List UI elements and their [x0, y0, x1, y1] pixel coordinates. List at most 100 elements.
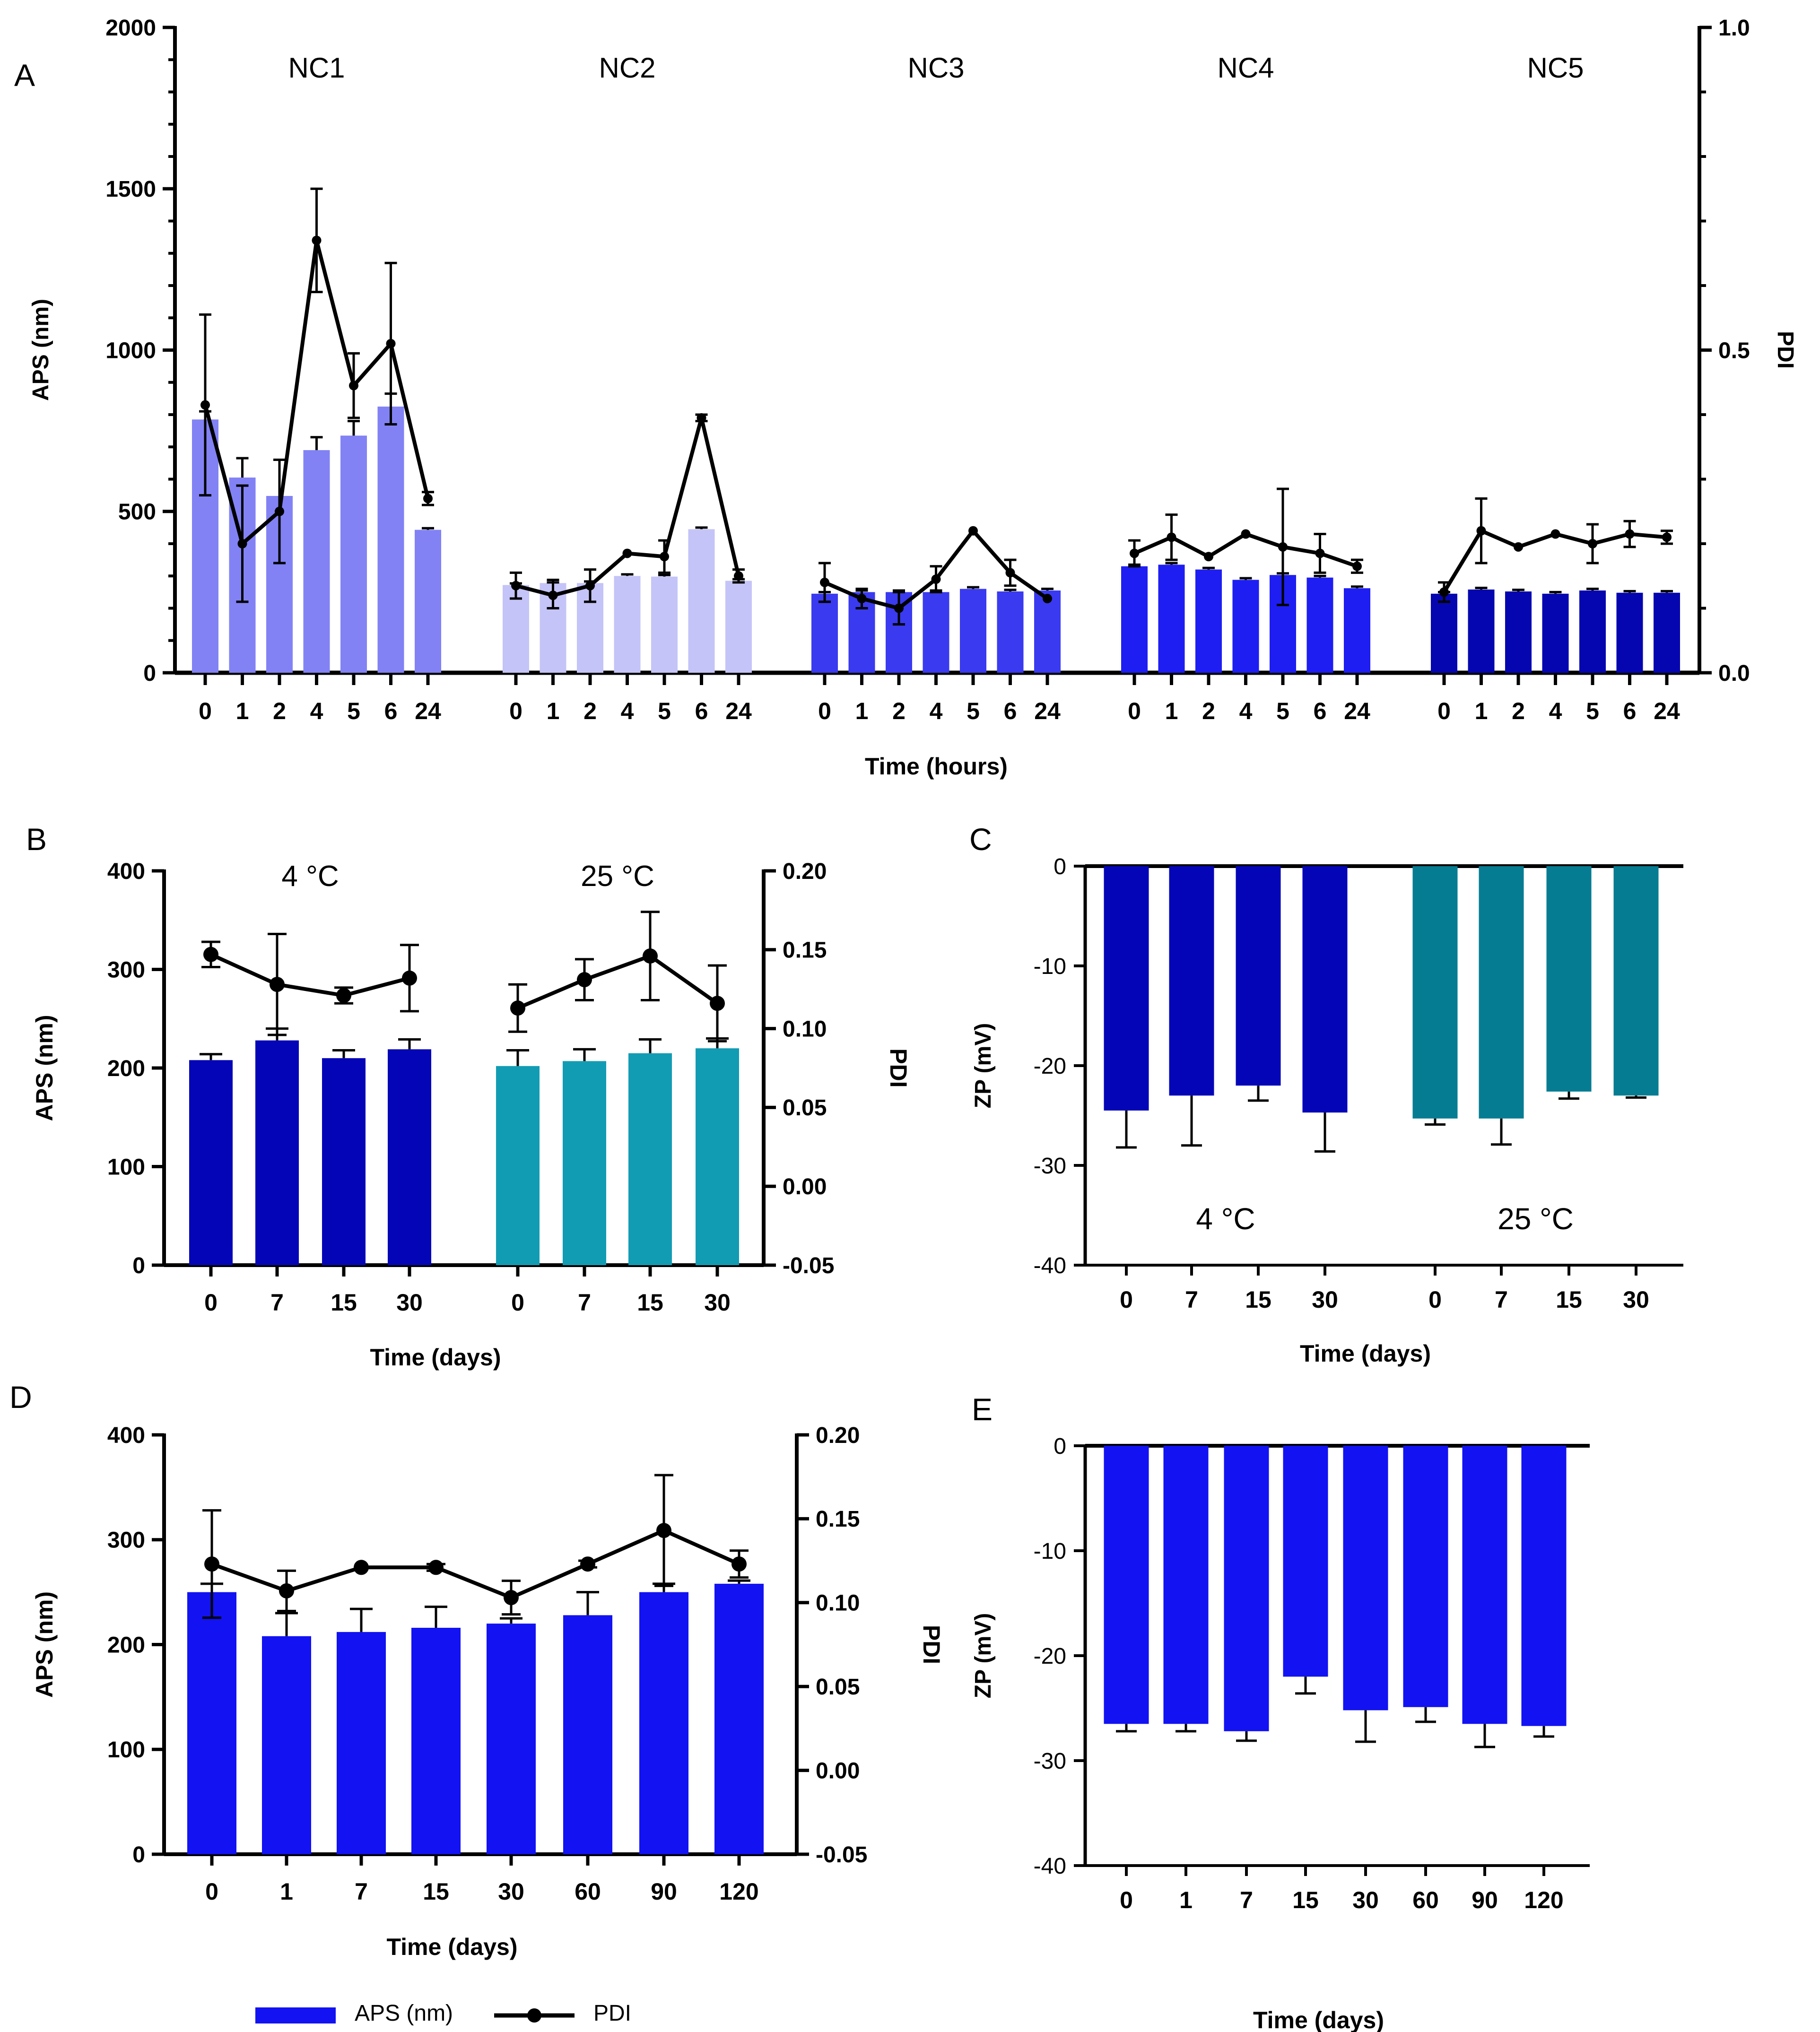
bar	[1236, 866, 1281, 1086]
bar	[487, 1624, 536, 1854]
x-tick-label: 5	[1586, 698, 1599, 724]
y-tick-label: 1500	[105, 177, 156, 202]
bar	[415, 530, 441, 673]
x-axis-label: Time (days)	[387, 1934, 518, 1960]
y-tick-label: -10	[1034, 954, 1066, 979]
bar	[1104, 866, 1149, 1111]
pdi-point	[1167, 532, 1176, 542]
group-label-nc4: NC4	[1217, 52, 1274, 84]
panel-label-a: A	[14, 58, 35, 93]
x-tick-label: 15	[1292, 1887, 1319, 1913]
x-tick-label: 2	[1202, 698, 1215, 724]
y2-axis-label: PDI	[1773, 331, 1798, 369]
legend-pdi-marker	[527, 2008, 541, 2023]
y-axis-label: APS (nm)	[31, 1015, 58, 1121]
x-tick-label: 0	[199, 698, 212, 724]
x-tick-label: 30	[1623, 1286, 1649, 1313]
pdi-point	[548, 590, 558, 600]
y2-tick-label: 0.05	[783, 1095, 827, 1120]
x-tick-label: 30	[396, 1289, 423, 1316]
group-label: 25 °C	[581, 860, 654, 893]
y-tick-label: 0	[132, 1253, 145, 1278]
x-tick-label: 1	[236, 698, 249, 724]
y2-tick-label: 0.15	[816, 1507, 860, 1532]
x-tick-label: 5	[1276, 698, 1289, 724]
bar	[322, 1058, 366, 1265]
pdi-point	[354, 1560, 369, 1575]
y2-tick-label: 0.5	[1718, 338, 1750, 363]
bar	[1104, 1446, 1149, 1724]
y-tick-label: -40	[1034, 1854, 1066, 1879]
y2-tick-label: -0.05	[816, 1842, 867, 1867]
pdi-point	[270, 977, 285, 992]
x-tick-label: 2	[1512, 698, 1525, 724]
y2-axis-label: PDI	[885, 1048, 912, 1087]
bar	[1479, 866, 1524, 1119]
bar	[1546, 866, 1592, 1092]
bar	[1505, 591, 1532, 673]
y-tick-label: -40	[1034, 1253, 1066, 1278]
x-tick-label: 24	[1034, 698, 1061, 724]
legend-pdi-label: PDI	[593, 2001, 631, 2026]
y-tick-label: 200	[107, 1056, 145, 1081]
bar	[696, 1048, 739, 1265]
bar	[923, 592, 949, 673]
x-axis-label: Time (days)	[370, 1344, 501, 1371]
group-label: 4 °C	[281, 860, 339, 893]
x-tick-label: 15	[637, 1289, 663, 1316]
legend: APS (nm) PDI	[255, 2001, 631, 2026]
bar	[563, 1061, 606, 1265]
bar	[187, 1592, 236, 1854]
y-tick-label: 100	[107, 1155, 145, 1180]
bar	[1412, 866, 1458, 1119]
group-label: 4 °C	[1196, 1202, 1255, 1236]
bar	[1302, 866, 1348, 1113]
bar	[262, 1636, 311, 1854]
bar	[1158, 564, 1185, 673]
x-tick-label: 120	[719, 1878, 758, 1905]
x-tick-label: 0	[1437, 698, 1451, 724]
y-tick-label: 0	[1054, 854, 1066, 879]
y-tick-label: 300	[107, 1528, 145, 1553]
y-tick-label: 500	[118, 500, 156, 525]
y-tick-label: -20	[1034, 1054, 1066, 1079]
pdi-point	[336, 988, 351, 1003]
y-tick-label: -30	[1034, 1749, 1066, 1774]
bar	[1195, 569, 1222, 673]
pdi-point	[697, 413, 706, 423]
pdi-point	[1005, 568, 1015, 578]
y2-tick-label: 0.00	[783, 1174, 827, 1199]
bar	[1403, 1446, 1448, 1707]
x-tick-label: 30	[1352, 1887, 1379, 1913]
x-tick-label: 60	[1412, 1887, 1439, 1913]
pdi-point	[1625, 529, 1635, 539]
panel-c: C 0 -10 -20 -30 -40 ZP (mV) Time (days) 4 °C 0 7 15…	[969, 822, 1683, 1367]
x-tick-label: 30	[1312, 1286, 1338, 1313]
x-tick-label: 4	[930, 698, 943, 724]
pdi-point	[510, 1000, 525, 1016]
y-axis-label: APS (nm)	[28, 299, 53, 401]
bar	[496, 1066, 540, 1265]
bar	[411, 1628, 461, 1854]
y-tick-label: -10	[1034, 1539, 1066, 1564]
panel-d: D0100200300400-0.050.000.050.100.150.20A…	[9, 1380, 945, 1960]
x-tick-label: 24	[725, 698, 752, 724]
pdi-point	[643, 948, 658, 964]
pdi-point	[656, 1523, 671, 1538]
x-tick-label: 6	[1314, 698, 1327, 724]
x-tick-label: 7	[1240, 1887, 1253, 1913]
x-tick-label: 0	[1128, 698, 1141, 724]
y-tick-label: 0	[1054, 1434, 1066, 1459]
bar	[811, 593, 838, 673]
pdi-point	[577, 972, 592, 988]
pdi-point	[1514, 542, 1523, 552]
bar	[1613, 866, 1659, 1096]
y2-tick-label: 0.10	[783, 1016, 827, 1042]
x-tick-label: 7	[355, 1878, 368, 1905]
y-tick-label: 200	[107, 1633, 145, 1658]
pdi-point	[820, 577, 829, 587]
pdi-point	[203, 947, 218, 962]
group-label-nc2: NC2	[599, 52, 655, 84]
